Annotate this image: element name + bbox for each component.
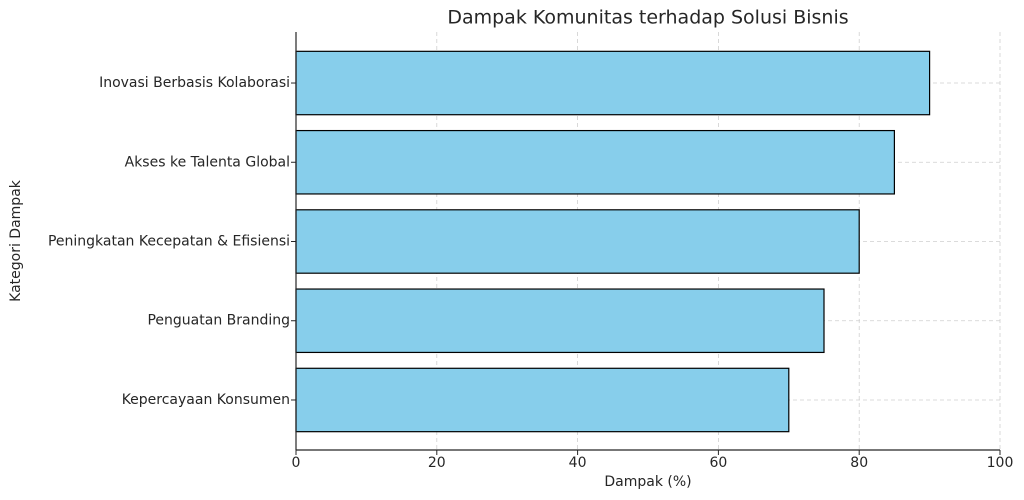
y-tick-label: Akses ke Talenta Global xyxy=(125,154,290,170)
x-axis-label: Dampak (%) xyxy=(604,474,691,490)
x-tick-label: 0 xyxy=(292,455,301,471)
bar xyxy=(295,129,896,195)
x-tick-label: 60 xyxy=(709,455,727,471)
bar xyxy=(295,367,790,433)
bar xyxy=(295,288,825,354)
x-tick-label: 80 xyxy=(850,455,868,471)
bar xyxy=(295,50,931,116)
y-axis-label: Kategori Dampak xyxy=(8,179,24,302)
y-tick-label: Peningkatan Kecepatan & Efisiensi xyxy=(48,234,290,250)
x-tick-label: 20 xyxy=(428,455,446,471)
x-tick-label: 40 xyxy=(569,455,587,471)
chart-title: Dampak Komunitas terhadap Solusi Bisnis xyxy=(447,7,848,29)
y-tick-label: Kepercayaan Konsumen xyxy=(122,392,290,408)
x-tick-label: 100 xyxy=(987,455,1014,471)
y-tick-label: Penguatan Branding xyxy=(147,313,290,329)
y-tick-label: Inovasi Berbasis Kolaborasi xyxy=(99,75,290,91)
bar xyxy=(295,209,860,274)
